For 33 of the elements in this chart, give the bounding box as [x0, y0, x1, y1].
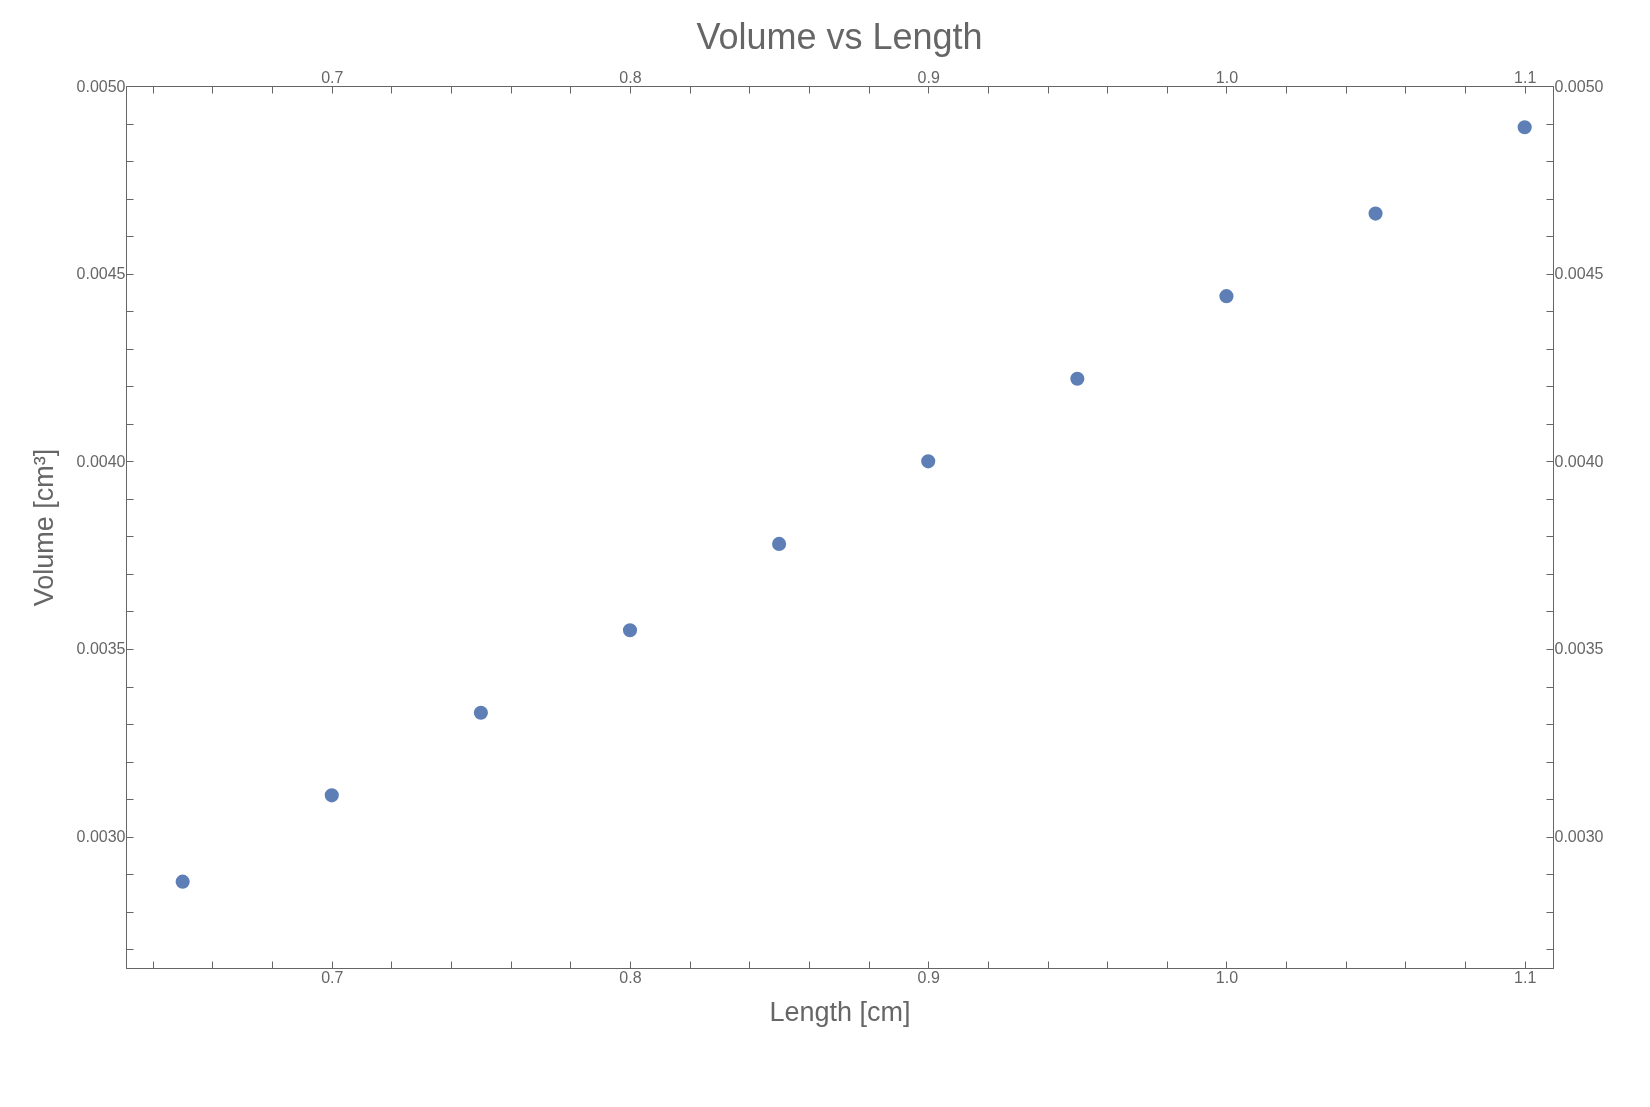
point	[1219, 289, 1234, 304]
y-tick-label: 0.0045	[76, 265, 126, 283]
point	[175, 874, 190, 889]
x2-tick-label: 1.0	[1215, 68, 1239, 86]
point	[1517, 120, 1532, 135]
x2-tick-label: 0.7	[321, 68, 344, 86]
y2-tick-label: 0.0030	[1554, 828, 1604, 846]
y2-tick-label: 0.0035	[1554, 640, 1604, 658]
point	[921, 454, 936, 469]
y-tick-label: 0.0035	[76, 640, 126, 658]
x-tick-label: 1.1	[1514, 968, 1537, 986]
x-tick-label: 0.8	[619, 968, 642, 986]
x-tick-label: 0.9	[917, 968, 940, 986]
y2-tick-label: 0.0040	[1554, 452, 1604, 470]
point	[324, 788, 339, 803]
y-tick-label: 0.0030	[76, 828, 126, 846]
point	[1070, 371, 1085, 386]
point	[622, 623, 638, 638]
point	[1368, 206, 1383, 221]
point	[772, 536, 787, 551]
x-tick-label: 1.0	[1215, 968, 1239, 986]
x-axis-title: Length [cm]	[769, 996, 911, 1027]
y2-tick-label: 0.0050	[1554, 77, 1604, 95]
point	[473, 705, 488, 720]
y2-tick-label: 0.0045	[1554, 265, 1604, 283]
y-axis-title: Volume [cm³]	[28, 448, 59, 607]
x-tick-label: 0.7	[321, 968, 344, 986]
x2-tick-label: 0.8	[619, 68, 642, 86]
y-tick-label: 0.0050	[76, 77, 126, 95]
x2-tick-label: 0.9	[917, 68, 940, 86]
chart-title: Volume vs Length	[696, 16, 983, 57]
y-tick-label: 0.0040	[76, 452, 126, 470]
x2-tick-label: 1.1	[1514, 68, 1537, 86]
